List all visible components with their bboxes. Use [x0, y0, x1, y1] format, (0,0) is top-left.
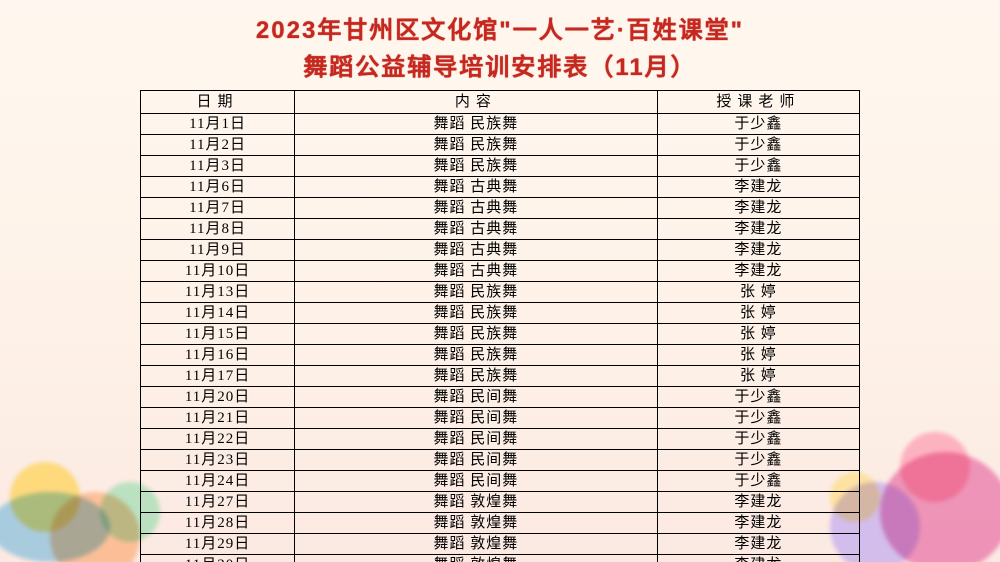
cell-content: 舞蹈 敦煌舞: [295, 492, 658, 513]
table-row: 11月7日舞蹈 古典舞李建龙: [141, 198, 860, 219]
cell-date: 11月13日: [141, 282, 295, 303]
cell-content: 舞蹈 民族舞: [295, 345, 658, 366]
table-row: 11月27日舞蹈 敦煌舞李建龙: [141, 492, 860, 513]
cell-content: 舞蹈 民族舞: [295, 114, 658, 135]
cell-content: 舞蹈 民族舞: [295, 282, 658, 303]
cell-date: 11月1日: [141, 114, 295, 135]
table-row: 11月17日舞蹈 民族舞张 婷: [141, 366, 860, 387]
cell-date: 11月14日: [141, 303, 295, 324]
cell-date: 11月8日: [141, 219, 295, 240]
table-row: 11月1日舞蹈 民族舞于少鑫: [141, 114, 860, 135]
table-row: 11月8日舞蹈 古典舞李建龙: [141, 219, 860, 240]
cell-date: 11月23日: [141, 450, 295, 471]
cell-date: 11月28日: [141, 513, 295, 534]
cell-content: 舞蹈 民间舞: [295, 429, 658, 450]
table-row: 11月20日舞蹈 民间舞于少鑫: [141, 387, 860, 408]
cell-teacher: 张 婷: [657, 345, 859, 366]
table-row: 11月6日舞蹈 古典舞李建龙: [141, 177, 860, 198]
cell-date: 11月10日: [141, 261, 295, 282]
table-row: 11月29日舞蹈 敦煌舞李建龙: [141, 534, 860, 555]
table-row: 11月3日舞蹈 民族舞于少鑫: [141, 156, 860, 177]
table-row: 11月14日舞蹈 民族舞张 婷: [141, 303, 860, 324]
col-header-content: 内容: [295, 91, 658, 114]
cell-content: 舞蹈 民间舞: [295, 471, 658, 492]
table-row: 11月13日舞蹈 民族舞张 婷: [141, 282, 860, 303]
cell-teacher: 于少鑫: [657, 135, 859, 156]
cell-date: 11月6日: [141, 177, 295, 198]
cell-content: 舞蹈 民族舞: [295, 324, 658, 345]
cell-teacher: 于少鑫: [657, 156, 859, 177]
cell-teacher: 李建龙: [657, 555, 859, 562]
table-row: 11月30日舞蹈 敦煌舞李建龙: [141, 555, 860, 562]
table-row: 11月23日舞蹈 民间舞于少鑫: [141, 450, 860, 471]
cell-teacher: 于少鑫: [657, 408, 859, 429]
cell-date: 11月20日: [141, 387, 295, 408]
cell-date: 11月30日: [141, 555, 295, 562]
table-row: 11月22日舞蹈 民间舞于少鑫: [141, 429, 860, 450]
table-row: 11月16日舞蹈 民族舞张 婷: [141, 345, 860, 366]
schedule-table: 日期 内容 授课老师 11月1日舞蹈 民族舞于少鑫11月2日舞蹈 民族舞于少鑫1…: [140, 90, 860, 562]
cell-teacher: 于少鑫: [657, 387, 859, 408]
cell-teacher: 于少鑫: [657, 471, 859, 492]
cell-date: 11月17日: [141, 366, 295, 387]
cell-date: 11月27日: [141, 492, 295, 513]
cell-date: 11月2日: [141, 135, 295, 156]
cell-content: 舞蹈 敦煌舞: [295, 534, 658, 555]
table-row: 11月24日舞蹈 民间舞于少鑫: [141, 471, 860, 492]
cell-teacher: 于少鑫: [657, 114, 859, 135]
cell-teacher: 张 婷: [657, 324, 859, 345]
cell-content: 舞蹈 民族舞: [295, 303, 658, 324]
col-header-teacher: 授课老师: [657, 91, 859, 114]
cell-content: 舞蹈 古典舞: [295, 219, 658, 240]
cell-date: 11月15日: [141, 324, 295, 345]
cell-teacher: 李建龙: [657, 261, 859, 282]
title-line-2: 舞蹈公益辅导培训安排表（11月）: [0, 47, 1000, 82]
cell-teacher: 李建龙: [657, 240, 859, 261]
cell-date: 11月21日: [141, 408, 295, 429]
cell-teacher: 张 婷: [657, 366, 859, 387]
cell-date: 11月29日: [141, 534, 295, 555]
cell-date: 11月24日: [141, 471, 295, 492]
cell-content: 舞蹈 古典舞: [295, 198, 658, 219]
cell-date: 11月7日: [141, 198, 295, 219]
cell-date: 11月22日: [141, 429, 295, 450]
table-row: 11月10日舞蹈 古典舞李建龙: [141, 261, 860, 282]
cell-content: 舞蹈 民间舞: [295, 387, 658, 408]
cell-teacher: 李建龙: [657, 198, 859, 219]
cell-content: 舞蹈 民族舞: [295, 135, 658, 156]
cell-teacher: 李建龙: [657, 492, 859, 513]
table-header-row: 日期 内容 授课老师: [141, 91, 860, 114]
cell-content: 舞蹈 民族舞: [295, 366, 658, 387]
cell-content: 舞蹈 古典舞: [295, 240, 658, 261]
cell-content: 舞蹈 敦煌舞: [295, 555, 658, 562]
table-row: 11月15日舞蹈 民族舞张 婷: [141, 324, 860, 345]
cell-content: 舞蹈 敦煌舞: [295, 513, 658, 534]
table-body: 11月1日舞蹈 民族舞于少鑫11月2日舞蹈 民族舞于少鑫11月3日舞蹈 民族舞于…: [141, 114, 860, 562]
page-root: 2023年甘州区文化馆"一人一艺·百姓课堂" 舞蹈公益辅导培训安排表（11月） …: [0, 0, 1000, 562]
table-row: 11月2日舞蹈 民族舞于少鑫: [141, 135, 860, 156]
cell-content: 舞蹈 民间舞: [295, 408, 658, 429]
cell-teacher: 张 婷: [657, 282, 859, 303]
cell-teacher: 李建龙: [657, 534, 859, 555]
title-block: 2023年甘州区文化馆"一人一艺·百姓课堂" 舞蹈公益辅导培训安排表（11月）: [0, 0, 1000, 82]
cell-content: 舞蹈 古典舞: [295, 261, 658, 282]
cell-content: 舞蹈 民族舞: [295, 156, 658, 177]
title-line-1: 2023年甘州区文化馆"一人一艺·百姓课堂": [0, 10, 1000, 45]
table-row: 11月28日舞蹈 敦煌舞李建龙: [141, 513, 860, 534]
table-row: 11月21日舞蹈 民间舞于少鑫: [141, 408, 860, 429]
cell-teacher: 李建龙: [657, 219, 859, 240]
table-row: 11月9日舞蹈 古典舞李建龙: [141, 240, 860, 261]
cell-teacher: 李建龙: [657, 177, 859, 198]
cell-date: 11月16日: [141, 345, 295, 366]
cell-date: 11月3日: [141, 156, 295, 177]
cell-content: 舞蹈 古典舞: [295, 177, 658, 198]
cell-date: 11月9日: [141, 240, 295, 261]
cell-teacher: 于少鑫: [657, 429, 859, 450]
cell-teacher: 李建龙: [657, 513, 859, 534]
schedule-table-wrap: 日期 内容 授课老师 11月1日舞蹈 民族舞于少鑫11月2日舞蹈 民族舞于少鑫1…: [140, 90, 860, 562]
cell-teacher: 于少鑫: [657, 450, 859, 471]
cell-content: 舞蹈 民间舞: [295, 450, 658, 471]
cell-teacher: 张 婷: [657, 303, 859, 324]
col-header-date: 日期: [141, 91, 295, 114]
